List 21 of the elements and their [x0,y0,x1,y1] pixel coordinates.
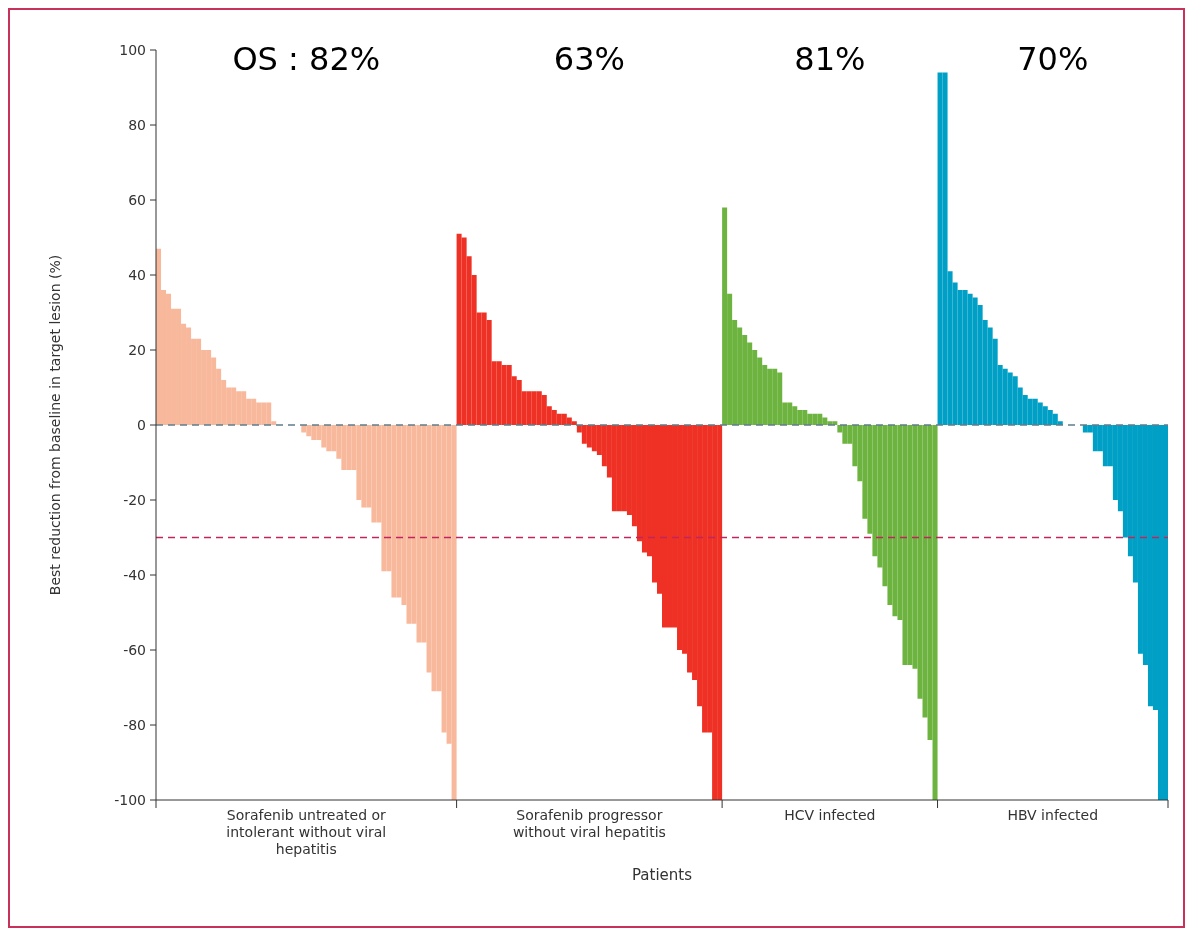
text: HBV infected [1007,807,1099,823]
y-tick-label: 100 [119,41,146,58]
y-tick-label: 40 [128,266,146,283]
text: HCV infected [784,807,876,823]
annotation: OS : 82% [232,40,381,78]
annotation: 81% [794,40,866,78]
y-tick-label: -60 [123,641,146,658]
annotation: 70% [1017,40,1089,78]
annotation: 63% [553,40,625,78]
text: Sorafenib progressor without viral hepatitis [512,807,666,840]
y-tick-label: 80 [128,116,146,133]
y-tick-label: 20 [128,341,146,358]
y-tick-label: -100 [114,791,146,808]
x-axis-title: Patients [631,866,693,884]
text: Sorafenib untreated or intolerant without viral hepatitis [226,807,387,857]
y-tick-label: -20 [123,491,146,508]
y-tick-label: -80 [123,716,146,733]
y-tick-label: 60 [128,191,146,208]
y-axis-title: Best reduction from baseline in target lesion (%) [47,254,63,596]
y-tick-label: -40 [123,566,146,583]
y-tick-label: 0 [137,416,146,433]
